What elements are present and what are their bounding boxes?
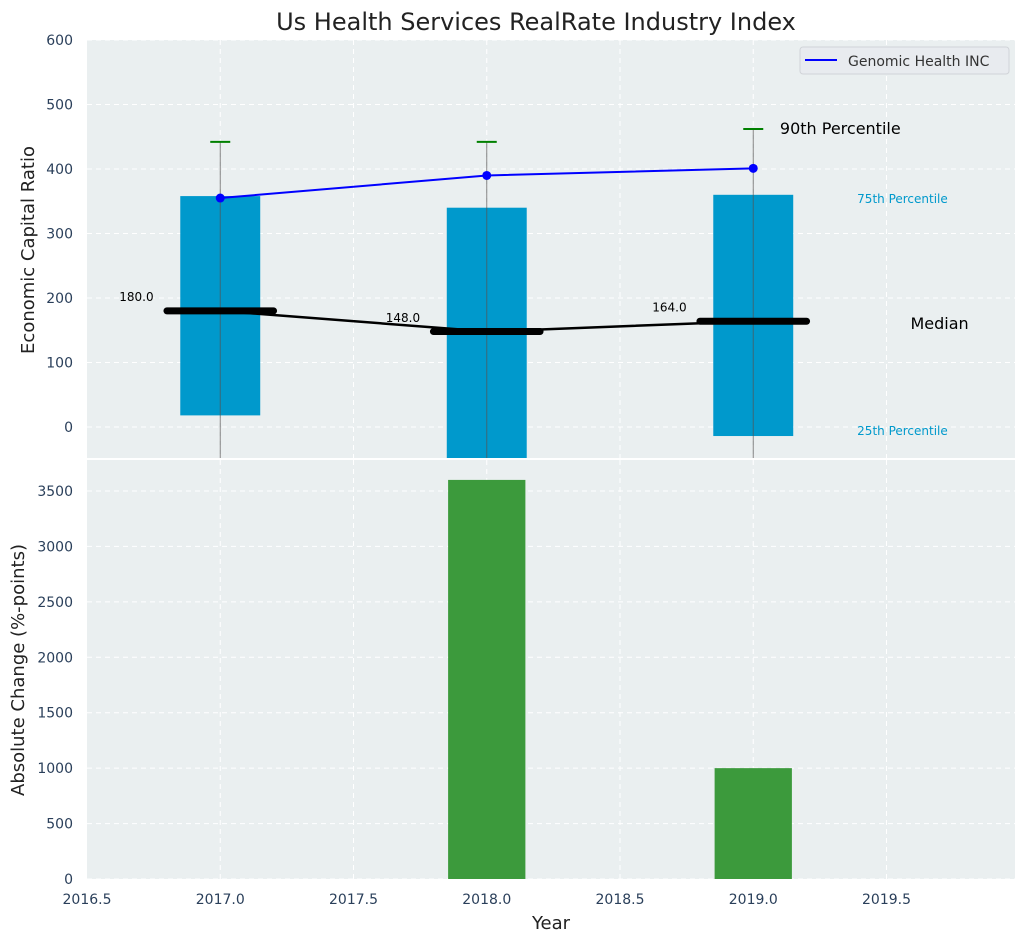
x-tick-label: 2019.5 [862,892,911,908]
y-tick-label: 0 [64,420,73,436]
legend: Genomic Health INC [799,46,1010,75]
x-tick-label: 2017.5 [329,892,378,908]
y-tick-label: 0 [64,872,73,888]
x-tick-label: 2016.5 [63,892,112,908]
median-label: 164.0 [652,301,686,315]
median-label: 180.0 [119,290,153,304]
y-tick-label: 500 [46,817,73,833]
y-tick-label: 600 [46,33,73,49]
median-label: 148.0 [386,311,420,325]
y-tick-label: 100 [46,356,73,372]
y-tick-label: 3000 [37,539,73,555]
change-bar [714,768,792,879]
bottom-plot-area [87,460,1015,879]
chart-title: Us Health Services RealRate Industry Ind… [276,8,796,36]
annotation-median: Median [910,314,968,333]
series-point [748,163,758,173]
series-point [482,170,492,180]
top-ylabel: Economic Capital Ratio [18,146,39,354]
x-tick-label: 2018.0 [462,892,511,908]
x-tick-label: 2018.5 [596,892,645,908]
y-tick-label: 1000 [37,761,73,777]
annotation-p25: 25th Percentile [857,424,948,438]
x-tick-label: 2019.0 [729,892,778,908]
annotation-p75: 75th Percentile [857,192,948,206]
y-tick-label: 2000 [37,650,73,666]
y-tick-label: 300 [46,227,73,243]
y-tick-label: 400 [46,162,73,178]
xlabel: Year [531,913,571,934]
change-bar [448,479,526,879]
series-point [215,193,225,203]
y-tick-label: 2500 [37,595,73,611]
y-tick-label: 3500 [37,484,73,500]
legend-label: Genomic Health INC [848,54,990,70]
annotation-p90: 90th Percentile [780,119,901,138]
x-tick-label: 2017.0 [196,892,245,908]
y-tick-label: 200 [46,291,73,307]
y-tick-label: 1500 [37,706,73,722]
bottom-ylabel: Absolute Change (%-points) [8,544,29,796]
y-tick-label: 500 [46,98,73,114]
